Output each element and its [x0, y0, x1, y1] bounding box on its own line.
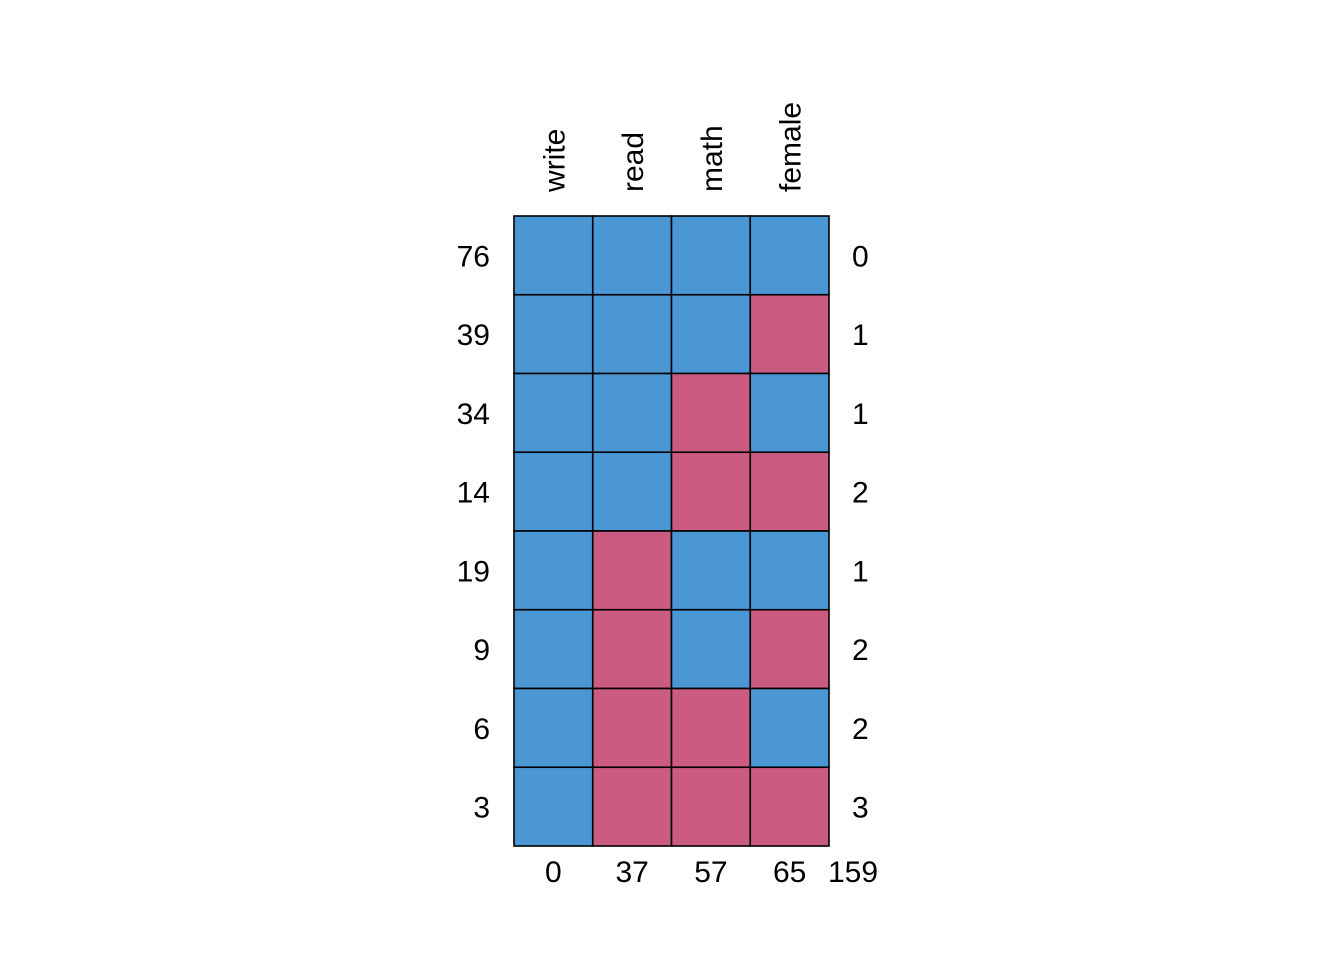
missing-cell — [749, 451, 830, 532]
pattern-missing-count-label: 3 — [852, 792, 869, 825]
missing-cell — [749, 293, 830, 375]
missing-cell — [749, 766, 830, 847]
missing-cell — [591, 766, 673, 847]
observed-cell — [670, 293, 752, 375]
pattern-count-label: 14 — [457, 477, 490, 510]
pattern-missing-count-label: 1 — [852, 398, 869, 431]
observed-cell — [591, 215, 673, 296]
column-missing-total-label: 65 — [773, 856, 806, 889]
variable-label-read: read — [617, 132, 650, 192]
missing-cell — [591, 687, 673, 769]
missing-cell — [670, 451, 752, 532]
pattern-count-label: 39 — [457, 319, 490, 352]
pattern-missing-count-label: 0 — [852, 240, 869, 273]
observed-cell — [513, 687, 594, 769]
column-missing-total-label: 57 — [694, 856, 727, 889]
observed-cell — [670, 530, 752, 611]
observed-cell — [513, 766, 594, 847]
pattern-missing-count-label: 1 — [852, 555, 869, 588]
pattern-missing-count-labels: 0 1 1 2 1 2 2 3 — [852, 240, 869, 824]
variable-label-math: math — [696, 125, 729, 192]
pattern-missing-count-label: 2 — [852, 713, 869, 746]
observed-cell — [513, 530, 594, 611]
observed-cell — [513, 372, 594, 454]
column-missing-total-labels: 0 37 57 65 159 — [545, 856, 878, 889]
observed-cell — [591, 372, 673, 454]
column-missing-total-label: 37 — [615, 856, 648, 889]
variable-labels: write read math female — [538, 102, 807, 193]
observed-cell — [749, 372, 830, 454]
observed-cell — [591, 293, 673, 375]
pattern-count-label: 9 — [473, 634, 490, 667]
missing-cell — [670, 687, 752, 769]
observed-cell — [513, 608, 594, 690]
observed-cell — [591, 451, 673, 532]
observed-cell — [513, 215, 594, 296]
missing-cell — [591, 608, 673, 690]
pattern-cells — [513, 215, 830, 847]
observed-cell — [670, 215, 752, 296]
observed-cell — [749, 215, 830, 296]
pattern-count-labels: 76 39 34 14 19 9 6 3 — [457, 240, 490, 824]
observed-cell — [670, 608, 752, 690]
observed-cell — [513, 293, 594, 375]
pattern-count-label: 19 — [457, 555, 490, 588]
pattern-count-label: 6 — [473, 713, 490, 746]
pattern-missing-count-label: 1 — [852, 319, 869, 352]
pattern-missing-count-label: 2 — [852, 477, 869, 510]
observed-cell — [749, 687, 830, 769]
column-missing-total-label: 0 — [545, 856, 562, 889]
pattern-count-label: 76 — [457, 240, 490, 273]
variable-label-write: write — [538, 129, 571, 193]
observed-cell — [513, 451, 594, 532]
missing-cell — [670, 372, 752, 454]
missing-cell — [591, 530, 673, 611]
missing-cell — [670, 766, 752, 847]
pattern-missing-count-label: 2 — [852, 634, 869, 667]
observed-cell — [749, 530, 830, 611]
pattern-count-label: 34 — [457, 398, 490, 431]
missing-cell — [749, 608, 830, 690]
variable-label-female: female — [775, 102, 808, 192]
total-missing-label: 159 — [828, 856, 878, 889]
pattern-count-label: 3 — [473, 792, 490, 825]
